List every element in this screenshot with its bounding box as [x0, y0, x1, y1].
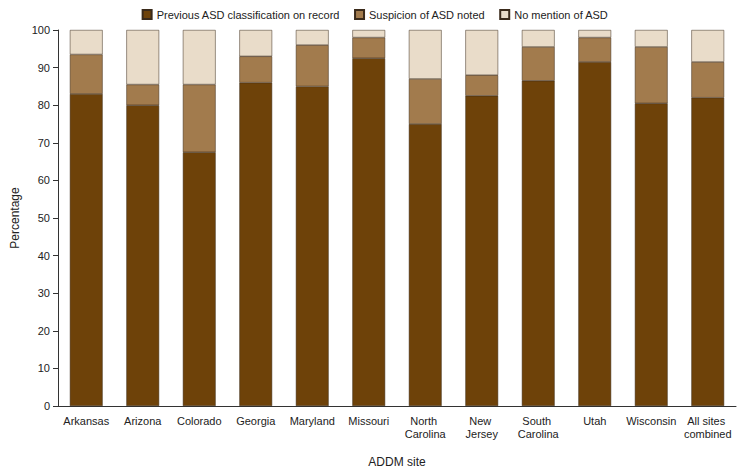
svg-text:Carolina: Carolina [405, 428, 447, 440]
svg-text:Utah: Utah [583, 415, 606, 427]
svg-text:60: 60 [38, 174, 50, 186]
svg-text:Suspicion of ASD noted: Suspicion of ASD noted [369, 9, 485, 21]
svg-text:Percentage: Percentage [8, 187, 22, 249]
svg-text:South: South [522, 415, 554, 427]
svg-text:100: 100 [32, 24, 50, 36]
svg-text:combined: combined [684, 428, 732, 440]
svg-text:All sites: All sites [687, 415, 728, 427]
svg-text:Arizona: Arizona [124, 415, 162, 427]
svg-text:North: North [410, 415, 440, 427]
svg-text:Missouri: Missouri [348, 415, 389, 427]
svg-text:Georgia: Georgia [236, 415, 276, 427]
svg-text:Wisconsin: Wisconsin [626, 415, 676, 427]
svg-text:70: 70 [38, 137, 50, 149]
svg-text:80: 80 [38, 99, 50, 111]
svg-text:Carolina: Carolina [518, 428, 560, 440]
svg-text:10: 10 [38, 362, 50, 374]
svg-text:50: 50 [38, 212, 50, 224]
svg-text:Jersey: Jersey [466, 428, 499, 440]
svg-text:No mention of ASD: No mention of ASD [514, 9, 608, 21]
svg-text:0: 0 [44, 400, 50, 412]
svg-text:Maryland: Maryland [290, 415, 335, 427]
svg-text:40: 40 [38, 250, 50, 262]
svg-text:20: 20 [38, 325, 50, 337]
svg-text:90: 90 [38, 62, 50, 74]
svg-text:30: 30 [38, 287, 50, 299]
svg-text:New: New [469, 415, 494, 427]
svg-text:Previous ASD classification on: Previous ASD classification on record [157, 9, 340, 21]
svg-text:Arkansas: Arkansas [63, 415, 109, 427]
svg-text:Colorado: Colorado [177, 415, 222, 427]
svg-text:ADDM site: ADDM site [368, 455, 426, 469]
